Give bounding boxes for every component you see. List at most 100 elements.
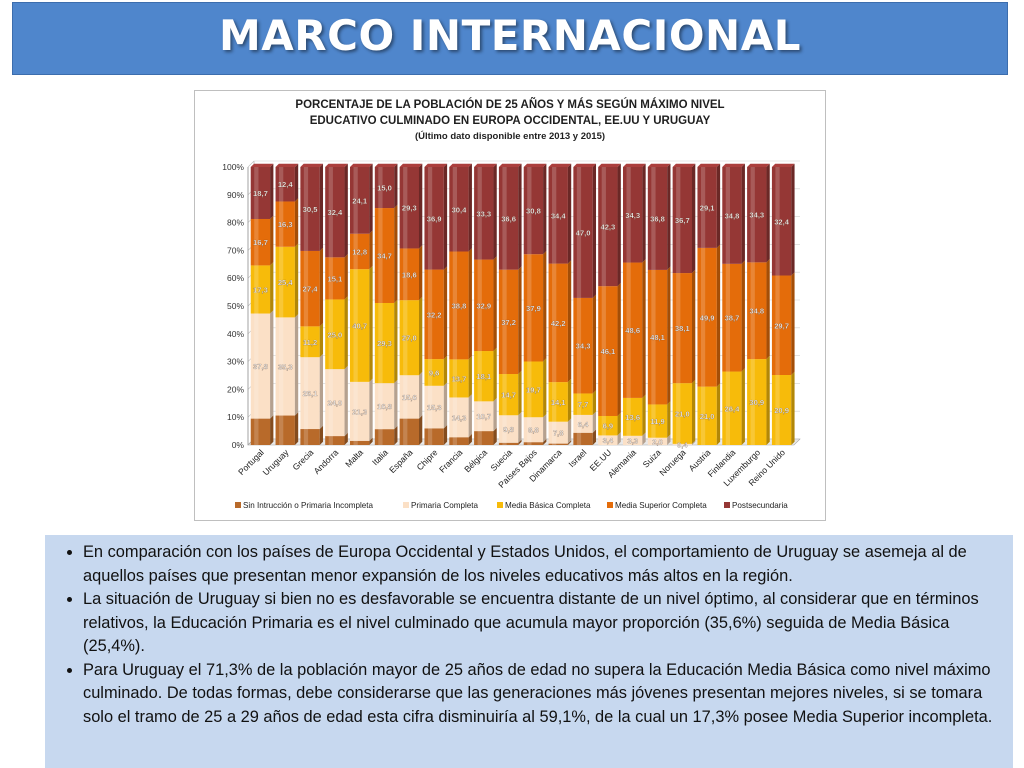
bar-segment-side: [294, 163, 299, 202]
bar-segment-highlight: [427, 167, 433, 270]
bar-segment-side: [270, 215, 274, 266]
data-label: 48,1: [650, 333, 666, 342]
bar-segment-highlight: [676, 273, 681, 384]
y-tick-label: 100%: [222, 162, 244, 172]
data-label: 29,1: [700, 203, 716, 212]
data-label: 32,9: [476, 301, 491, 310]
bar-segment-side: [791, 163, 795, 276]
data-label: 34,8: [725, 211, 740, 220]
bar-top-cap: [250, 163, 274, 167]
bar-segment-highlight: [651, 269, 656, 405]
bar-segment-highlight: [452, 397, 458, 438]
bar-segment-side: [344, 365, 348, 437]
data-label: 48,6: [625, 326, 640, 335]
bar-segment-highlight: [328, 299, 333, 370]
data-label: 9,6: [429, 368, 440, 377]
y-tick-label: 80%: [227, 218, 244, 228]
bar-segment-5: [647, 167, 668, 270]
y-tick-label: 60%: [227, 273, 244, 283]
chart-legend: Sin Intrucción o Primaria Incompleta Prim…: [235, 501, 788, 510]
data-label: 34,3: [749, 211, 764, 220]
bar-top-cap: [747, 163, 770, 167]
data-label: 3,3: [627, 436, 638, 445]
bar-segment-side: [319, 247, 324, 327]
bar-segment-highlight: [427, 359, 433, 386]
bar-segment-highlight: [775, 167, 780, 276]
data-label: 29,3: [402, 204, 417, 213]
data-label: 27,4: [303, 285, 319, 294]
bar-segment-highlight: [502, 415, 507, 443]
bar-segment-highlight: [626, 435, 631, 445]
bar-segment-2: [672, 443, 692, 445]
bar-segment-5: [722, 167, 742, 264]
bar-segment-side: [667, 266, 671, 405]
bar-segment-5: [672, 167, 692, 274]
bar-segment-side: [369, 378, 373, 441]
bar-segment-side: [642, 394, 646, 436]
bar-segment-side: [766, 259, 770, 360]
bar-top-cap: [399, 163, 423, 167]
bar-segment-highlight: [750, 167, 755, 263]
bar-segment-2: [350, 381, 370, 441]
bar-segment-highlight: [353, 381, 358, 441]
bar-segment-highlight: [452, 251, 458, 360]
bar-segment-side: [518, 163, 522, 270]
bar-segment-1: [399, 418, 419, 445]
bar-segment-2: [523, 417, 544, 443]
bar-segment-highlight: [452, 167, 458, 252]
x-tick-label: Uruguay: [261, 447, 292, 478]
bar-segment-4: [672, 273, 692, 384]
bar-segment-side: [691, 269, 696, 384]
bar-segment-highlight: [552, 421, 557, 444]
data-label: 15,6: [402, 393, 417, 402]
bar-segment-highlight: [552, 382, 557, 422]
bar-segment-highlight: [676, 167, 681, 274]
bar-segment-highlight: [403, 300, 408, 376]
bar-top-cap: [573, 163, 597, 167]
bar-segment-side: [543, 438, 547, 445]
bar-segment-side: [493, 347, 497, 402]
bar-segment-3: [449, 359, 469, 398]
data-label: 24,0: [327, 399, 342, 408]
data-label: 25,4: [278, 278, 294, 287]
chart-title-line1: PORCENTAJE DE LA POBLACIÓN DE 25 AÑOS Y …: [295, 98, 724, 111]
bar-segment-side: [716, 163, 721, 248]
bar-top-cap: [275, 163, 299, 167]
bar-segment-5: [623, 167, 643, 263]
bar-top-cap: [771, 163, 795, 167]
bar-segment-highlight: [328, 257, 333, 300]
bar-segment-highlight: [378, 167, 383, 209]
bar-segment-4: [449, 251, 469, 360]
bar-segment-3: [250, 265, 271, 314]
bar-segment-side: [468, 248, 472, 360]
bar-segment-highlight: [378, 429, 383, 445]
bar-segment-1: [374, 429, 395, 445]
bar-segment-highlight: [552, 263, 557, 383]
bar-segment-side: [344, 163, 348, 258]
data-label: 46,1: [600, 347, 616, 356]
bar-segment-1: [548, 443, 568, 445]
bar-segment-side: [493, 163, 497, 260]
bar-segment-highlight: [378, 208, 383, 303]
legend-entry: Sin Intrucción o Primaria Incompleta: [243, 501, 374, 510]
bar-segment-highlight: [427, 385, 433, 429]
data-label: 40,7: [352, 322, 367, 331]
bar-segment-side: [418, 415, 423, 445]
data-label: 42,2: [551, 319, 566, 328]
bar-segment-5: [697, 167, 717, 248]
bar-segment-3: [747, 359, 767, 445]
bar-segment-4: [250, 218, 271, 266]
bar-segment-side: [493, 256, 497, 352]
data-label: 7,7: [578, 400, 589, 409]
bar-segment-3: [548, 382, 568, 422]
bar-segment-highlight: [353, 440, 358, 445]
bar-top-cap: [498, 163, 522, 167]
bar-segment-highlight: [328, 369, 333, 437]
bar-segment-side: [443, 266, 448, 360]
bar-segment-5: [771, 167, 792, 276]
bar-segment-5: [449, 167, 469, 252]
bar-segment-4: [598, 286, 618, 416]
bar-segment-4: [325, 257, 345, 300]
bar-segment-side: [518, 266, 522, 375]
data-label: 38,1: [675, 324, 691, 333]
